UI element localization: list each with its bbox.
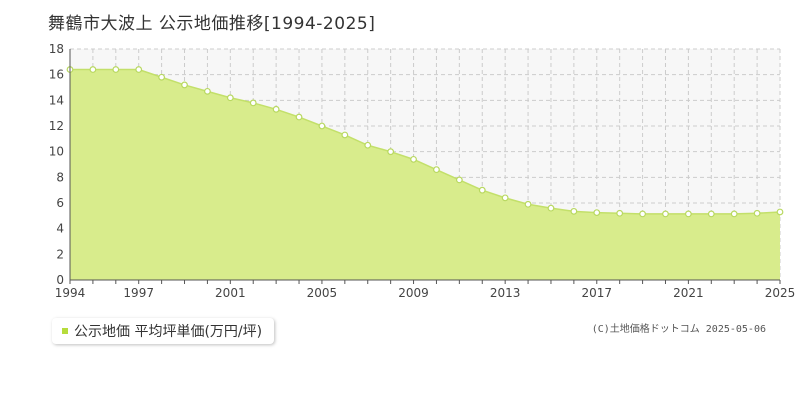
- axes: [69, 49, 781, 284]
- data-point: [135, 66, 143, 73]
- y-tick-label: 12: [49, 119, 64, 133]
- data-point: [341, 131, 349, 139]
- x-tick-label: 1997: [123, 286, 154, 300]
- chart-title: 舞鶴市大波上 公示地価推移[1994-2025]: [48, 14, 376, 34]
- x-tick-label: 2001: [215, 286, 246, 300]
- y-tick-labels: 0 2 4 6 8 10 12 14 16 18: [49, 42, 64, 287]
- data-point: [730, 210, 738, 218]
- data-point: [387, 148, 395, 156]
- y-tick-label: 2: [56, 247, 64, 261]
- data-point: [272, 105, 280, 113]
- data-point: [776, 208, 784, 216]
- data-point: [226, 94, 234, 102]
- data-point: [364, 141, 372, 149]
- x-tick-label: 2021: [673, 286, 704, 300]
- x-tick-label: 1994: [55, 286, 86, 300]
- legend-label: 公示地価 平均坪単価(万円/坪): [74, 324, 263, 340]
- x-tick-label: 2009: [398, 286, 429, 300]
- y-tick-label: 16: [49, 68, 64, 82]
- x-tick-label: 2025: [765, 286, 796, 300]
- series-line: [70, 68, 781, 215]
- data-point: [249, 99, 257, 107]
- legend-swatch: [62, 328, 68, 334]
- y-tick-label: 6: [56, 196, 64, 210]
- data-point: [753, 209, 761, 217]
- data-point: [662, 210, 669, 218]
- data-point: [410, 155, 417, 163]
- data-point: [478, 186, 486, 194]
- data-point: [295, 113, 303, 121]
- area-fill: [70, 69, 780, 280]
- data-point: [455, 176, 463, 184]
- data-point: [616, 209, 624, 217]
- y-tick-label: 8: [56, 170, 64, 184]
- data-point: [684, 210, 692, 218]
- data-point: [89, 66, 97, 73]
- y-tick-label: 14: [49, 93, 64, 107]
- data-point: [501, 194, 509, 202]
- x-tick-labels: 1994 1997 2001 2005 2009 2013 2017 2021 2025: [55, 286, 796, 300]
- credit-text: (C)土地価格ドットコム 2025-05-06: [591, 324, 766, 335]
- data-point: [639, 210, 646, 218]
- y-tick-label: 10: [49, 145, 64, 159]
- data-point: [181, 81, 188, 89]
- legend: 公示地価 平均坪単価(万円/坪): [52, 318, 275, 344]
- x-tick-label: 2005: [307, 286, 338, 300]
- data-point: [707, 210, 715, 218]
- y-tick-label: 0: [56, 273, 64, 287]
- y-tick-label: 4: [56, 222, 64, 236]
- data-point: [593, 209, 601, 217]
- data-points: [66, 66, 784, 218]
- y-tick-label: 18: [49, 42, 64, 56]
- data-point: [112, 66, 120, 73]
- x-tick-label: 2017: [582, 286, 613, 300]
- data-point: [524, 200, 532, 208]
- data-point: [318, 122, 326, 130]
- data-point: [547, 204, 555, 212]
- data-point: [570, 207, 578, 215]
- data-point: [433, 166, 440, 174]
- data-point: [158, 73, 166, 81]
- x-tick-label: 2013: [490, 286, 521, 300]
- data-point: [204, 87, 211, 95]
